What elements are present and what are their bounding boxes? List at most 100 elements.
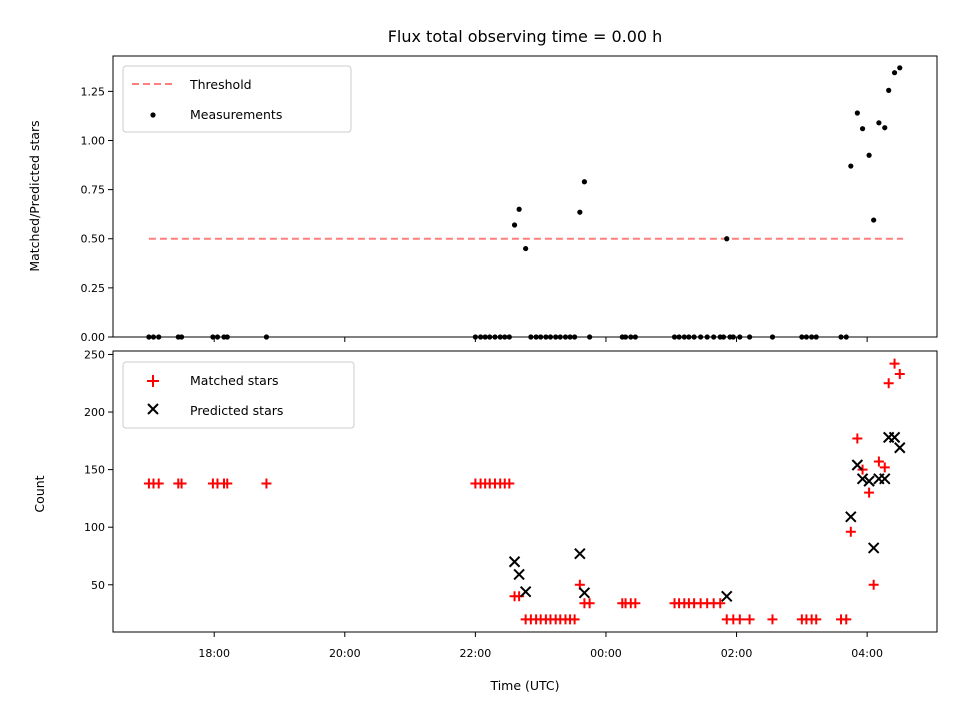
measurement-point xyxy=(632,334,638,340)
y-tick-label: 0.75 xyxy=(81,184,106,197)
matched-star-point xyxy=(841,614,852,625)
measurements-layer xyxy=(146,65,903,340)
matched-star-point xyxy=(734,614,745,625)
measurement-point xyxy=(720,334,727,340)
predicted-star-point xyxy=(851,459,864,471)
measurement-point xyxy=(876,120,882,126)
predicted-star-point xyxy=(863,475,875,487)
measurement-point xyxy=(769,334,776,340)
predicted-star-point xyxy=(867,542,880,554)
measurement-point xyxy=(224,334,230,340)
measurement-point xyxy=(843,334,849,340)
x-tick-label: 04:00 xyxy=(851,647,883,660)
legend-predicted-label: Predicted stars xyxy=(190,403,283,418)
matched-star-point xyxy=(868,579,879,590)
measurement-point xyxy=(704,334,710,340)
measurement-point xyxy=(178,334,185,340)
measurement-point xyxy=(897,65,903,71)
measurement-point xyxy=(562,334,569,340)
measurement-point xyxy=(497,334,503,340)
measurement-point xyxy=(516,206,522,212)
top-legend-box xyxy=(122,65,352,133)
bottom-y-axis-label: Count xyxy=(32,475,47,512)
legend-measurements-swatch xyxy=(150,112,156,118)
matched-star-point xyxy=(176,478,187,489)
measurement-point xyxy=(581,179,588,185)
matched-star-point xyxy=(894,369,905,380)
measurement-point xyxy=(567,334,573,340)
x-tick-label: 22:00 xyxy=(460,647,492,660)
measurement-point xyxy=(214,334,221,340)
measurement-point xyxy=(506,334,512,340)
predicted-star-point xyxy=(888,431,901,444)
matched-stars-layer xyxy=(143,358,905,625)
measurement-point xyxy=(848,163,854,169)
measurement-point xyxy=(859,126,866,132)
measurement-point xyxy=(799,334,805,340)
predicted-star-point xyxy=(508,556,521,568)
x-tick-label: 00:00 xyxy=(590,647,622,660)
measurement-point xyxy=(891,70,898,76)
measurement-point xyxy=(528,334,534,340)
y-tick-label: 0.25 xyxy=(81,282,106,295)
matched-star-point xyxy=(883,378,894,389)
measurement-point xyxy=(146,334,152,340)
matched-star-point xyxy=(852,433,863,444)
y-tick-label: 1.25 xyxy=(81,85,106,98)
top-y-axis-label: Matched/Predicted stars xyxy=(27,120,42,271)
measurement-point xyxy=(156,334,162,340)
top-legend: Threshold Measurements xyxy=(122,65,352,133)
measurement-point xyxy=(698,334,704,340)
matched-star-point xyxy=(811,614,822,625)
legend-matched-swatch xyxy=(147,375,159,387)
measurement-point xyxy=(478,334,484,340)
matched-star-point xyxy=(864,487,875,498)
measurement-point xyxy=(210,334,216,340)
measurement-point xyxy=(487,334,493,340)
y-tick-label: 1.00 xyxy=(81,134,106,147)
bottom-panel: Count 50 100 150 200 250 18:00 20:00 22:00 00:0… xyxy=(32,348,938,693)
measurement-point xyxy=(511,222,518,228)
y-tick-label: 100 xyxy=(84,521,105,534)
legend-matched-label: Matched stars xyxy=(190,373,278,388)
y-tick-label: 0.00 xyxy=(81,331,106,344)
measurement-point xyxy=(886,87,892,93)
measurement-point xyxy=(553,334,559,340)
matched-star-point xyxy=(630,598,641,609)
measurement-point xyxy=(150,334,157,340)
matched-star-point xyxy=(889,358,900,369)
matched-star-point xyxy=(569,614,580,625)
y-tick-label: 150 xyxy=(84,464,105,477)
measurement-point xyxy=(523,245,529,252)
measurement-point xyxy=(686,334,692,340)
y-tick-label: 250 xyxy=(84,348,105,361)
measurement-point xyxy=(676,334,682,340)
matched-star-point xyxy=(504,478,515,489)
predicted-stars-layer xyxy=(508,431,906,603)
bottom-y-ticks: 50 100 150 200 250 xyxy=(84,348,113,592)
predicted-star-point xyxy=(519,585,532,598)
top-plot-frame xyxy=(112,55,938,338)
measurement-point xyxy=(813,334,819,340)
measurement-point xyxy=(854,110,860,116)
predicted-star-point xyxy=(879,473,891,485)
top-panel: Flux total observing time = 0.00 h Match… xyxy=(27,27,938,344)
predicted-star-point xyxy=(845,511,857,523)
measurement-point xyxy=(691,334,697,340)
measurement-point xyxy=(671,334,678,340)
bottom-x-ticks: 18:00 20:00 22:00 00:00 02:00 04:00 xyxy=(198,632,883,660)
measurement-point xyxy=(543,334,549,340)
bottom-x-axis-label: Time (UTC) xyxy=(489,678,559,693)
measurement-point xyxy=(681,334,687,340)
bottom-legend-box xyxy=(122,361,355,429)
y-tick-label: 50 xyxy=(91,579,105,592)
predicted-star-point xyxy=(856,473,869,485)
measurement-point xyxy=(803,334,810,340)
measurement-point xyxy=(472,334,478,340)
measurement-point xyxy=(628,334,634,340)
measurement-point xyxy=(871,217,877,223)
measurement-point xyxy=(711,334,717,340)
measurement-point xyxy=(838,334,844,340)
legend-predicted-swatch xyxy=(147,403,159,415)
